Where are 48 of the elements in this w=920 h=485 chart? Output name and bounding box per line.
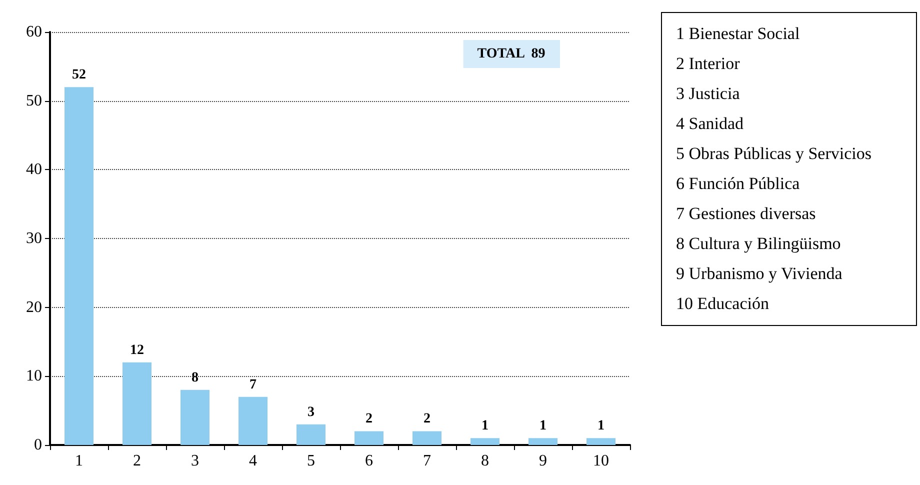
bar bbox=[470, 438, 500, 445]
x-tick-label: 4 bbox=[249, 452, 257, 470]
text: 2 Interior bbox=[676, 53, 741, 75]
x-tick-label: 3 bbox=[191, 452, 199, 470]
annotation: TOTAL 89 bbox=[477, 46, 546, 62]
bar bbox=[238, 396, 268, 445]
bar bbox=[296, 424, 326, 445]
data-label: 7 bbox=[250, 377, 256, 392]
text: 6 Función Pública bbox=[676, 173, 801, 195]
bar bbox=[180, 390, 210, 445]
bar bbox=[586, 438, 616, 445]
data-label: 1 bbox=[540, 418, 546, 434]
bar bbox=[412, 431, 442, 445]
y-tick-label: 50 bbox=[26, 92, 42, 110]
data-label: 2 bbox=[366, 412, 372, 427]
x-tick-label: 7 bbox=[423, 452, 431, 470]
y-tick-label: 0 bbox=[34, 436, 42, 454]
data-label: 1 bbox=[482, 418, 488, 434]
text: 9 Urbanismo y Vivienda bbox=[676, 263, 844, 285]
bar bbox=[122, 362, 152, 445]
bar bbox=[354, 431, 384, 445]
y-tick-label: 40 bbox=[26, 161, 42, 178]
data-label: 1 bbox=[598, 418, 604, 434]
text: 3 Justicia bbox=[676, 83, 741, 105]
text: 7 Gestiones diversas bbox=[676, 203, 817, 225]
x-tick-label: 1 bbox=[75, 452, 83, 470]
bar bbox=[528, 438, 558, 445]
y-tick-label: 20 bbox=[26, 298, 42, 316]
data-label: 52 bbox=[72, 68, 86, 83]
data-label: 3 bbox=[308, 404, 314, 420]
data-label: 2 bbox=[424, 412, 430, 427]
bar bbox=[64, 87, 94, 445]
data-label: 12 bbox=[130, 342, 144, 358]
text: 5 Obras Públicas y Servicios bbox=[676, 143, 872, 165]
y-tick-label: 60 bbox=[26, 24, 42, 40]
x-tick-label: 6 bbox=[365, 452, 373, 470]
x-tick-label: 5 bbox=[307, 452, 315, 470]
text: 4 Sanidad bbox=[676, 113, 745, 135]
x-tick-label: 8 bbox=[481, 452, 489, 470]
x-tick-label: 10 bbox=[593, 452, 609, 470]
text: 10 Educación bbox=[676, 293, 770, 315]
y-tick-label: 10 bbox=[26, 368, 42, 385]
x-tick-label: 2 bbox=[133, 452, 141, 470]
y-tick-label: 30 bbox=[26, 230, 42, 247]
text: 8 Cultura y Bilingüismo bbox=[676, 233, 842, 255]
data-label: 8 bbox=[192, 370, 198, 386]
text: 1 Bienestar Social bbox=[676, 23, 801, 45]
x-tick-label: 9 bbox=[539, 452, 547, 470]
